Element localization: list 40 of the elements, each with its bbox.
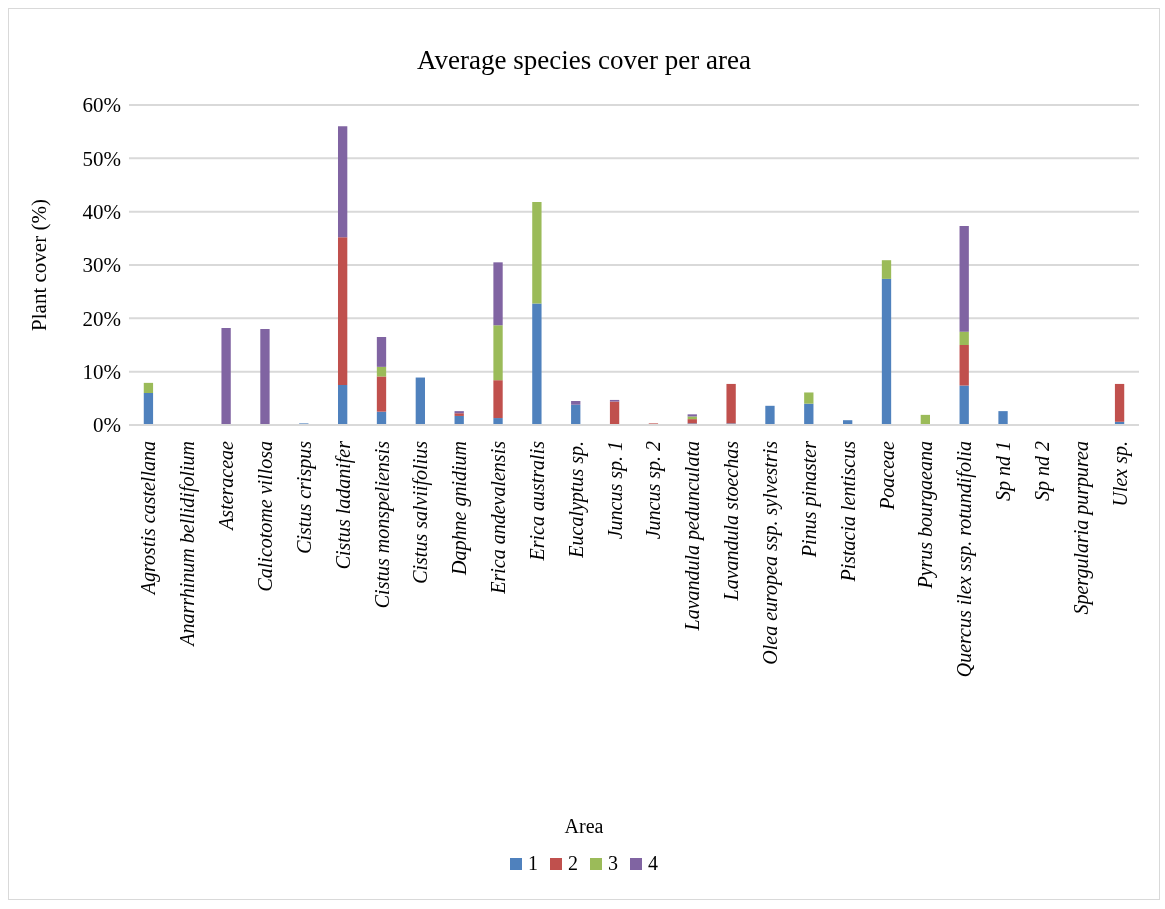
x-tick-label: Agrostis castellana bbox=[137, 441, 161, 597]
x-tick-label: Cistus ladanifer bbox=[331, 440, 355, 570]
x-tick-label: Sp nd 2 bbox=[1030, 441, 1054, 501]
x-tick-label: Lavandula pedunculata bbox=[681, 441, 705, 632]
x-tick-label: Eucalyptus sp. bbox=[564, 441, 588, 559]
x-tick-label: Cistus salviifolius bbox=[409, 440, 433, 584]
x-tick-label: Pyrus bourgaeana bbox=[914, 441, 938, 590]
legend-title: Area bbox=[563, 815, 605, 838]
x-tick-label: Spergularia purpurea bbox=[1069, 441, 1093, 615]
y-tick-label: 50% bbox=[82, 146, 121, 171]
y-tick-label: 10% bbox=[82, 360, 121, 385]
x-tick-label: Olea europea ssp. sylvestris bbox=[758, 440, 782, 665]
y-tick-label: 30% bbox=[82, 253, 121, 278]
x-tick-label: Anarrhinum bellidifolium bbox=[176, 441, 200, 648]
x-tick-label: Sp nd 1 bbox=[992, 441, 1016, 501]
x-tick-label: Pistacia lentiscus bbox=[836, 440, 859, 583]
legend-label: 1 bbox=[528, 852, 538, 875]
y-tick-label: 0% bbox=[93, 413, 121, 438]
y-tick-label: 60% bbox=[82, 93, 121, 118]
x-tick-label: Juncus sp. 2 bbox=[642, 441, 666, 540]
y-axis-title: Plant cover (%) bbox=[27, 199, 52, 331]
x-tick-label: Cistus monspeliensis bbox=[370, 440, 394, 609]
legend-label: 4 bbox=[648, 852, 658, 875]
x-tick-label: Lavandula stoechas bbox=[720, 440, 743, 602]
x-tick-label: Erica andevalensis bbox=[487, 440, 510, 595]
x-tick-label: Calicotome villosa bbox=[253, 441, 276, 592]
legend-label: 2 bbox=[568, 852, 578, 875]
y-tick-label: 20% bbox=[82, 306, 121, 331]
x-tick-label: Asteraceae bbox=[215, 440, 238, 532]
chart-title: Average species cover per area bbox=[416, 44, 752, 77]
x-tick-label: Juncus sp. 1 bbox=[603, 441, 627, 540]
legend-label: 3 bbox=[608, 852, 618, 875]
x-tick-label: Pinus pinaster bbox=[797, 440, 821, 559]
x-tick-label: Quercus ilex ssp. rotundifolia bbox=[953, 441, 977, 678]
x-tick-label: Erica australis bbox=[525, 440, 548, 562]
y-tick-label: 40% bbox=[82, 200, 121, 225]
x-tick-label: Cistus crispus bbox=[292, 440, 316, 554]
x-tick-label: Poaceae bbox=[875, 440, 898, 511]
x-tick-label: Daphne gnidium bbox=[448, 441, 472, 576]
x-tick-label: Ulex sp. bbox=[1108, 441, 1132, 507]
